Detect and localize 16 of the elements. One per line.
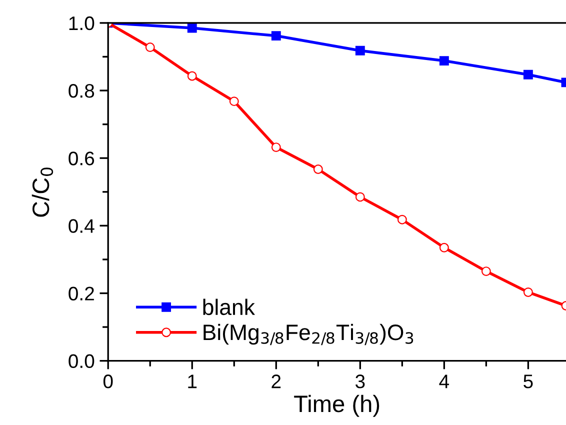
x-tick-label: 5 xyxy=(524,374,533,388)
x-tick-label: 0 xyxy=(103,374,113,388)
y-tick-label: 0.2 xyxy=(68,286,94,300)
x-tick-label: 4 xyxy=(439,374,450,388)
y-tick-label: 0.0 xyxy=(68,354,94,368)
x-tick-label: 1 xyxy=(188,374,197,388)
y-axis-title: C/C$_{0}$ xyxy=(32,168,54,217)
legend-label: Bi(Mg$_{3/8}$Fe$_{2/8}$Ti$_{3/8}$)O$_{3}$ xyxy=(204,324,414,346)
y-tick-label: 0.8 xyxy=(68,84,94,98)
x-tick-label: 2 xyxy=(272,374,281,388)
y-tick-label: 1.0 xyxy=(69,16,94,30)
x-axis-title: Time (h) xyxy=(294,394,380,417)
y-tick-label: 0.4 xyxy=(68,219,94,233)
y-tick-label: 0.6 xyxy=(68,152,94,166)
legend-label: blank xyxy=(203,298,255,316)
x-tick-label: 3 xyxy=(355,374,365,388)
